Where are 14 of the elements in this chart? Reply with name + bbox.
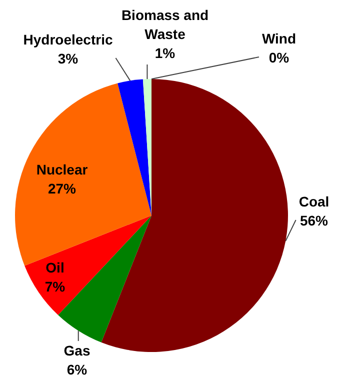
slice-label: Biomass and Waste bbox=[121, 6, 209, 42]
text: 0% bbox=[268, 49, 290, 66]
slice-label: Gas bbox=[64, 342, 90, 358]
slice-label: Nuclear bbox=[36, 161, 88, 178]
data-label: 27% bbox=[48, 180, 77, 196]
slice-label: Hydroelectric bbox=[23, 31, 113, 48]
category-label: Wind bbox=[262, 30, 296, 46]
data-label: 7% bbox=[44, 278, 66, 294]
data-label: 56% bbox=[300, 212, 329, 228]
data-label: 1% bbox=[154, 44, 176, 61]
data-label: 6% bbox=[66, 361, 88, 378]
slice-label: Oil bbox=[46, 259, 64, 276]
data-label: 3% bbox=[58, 50, 79, 66]
slice-label: Coal bbox=[298, 193, 330, 210]
